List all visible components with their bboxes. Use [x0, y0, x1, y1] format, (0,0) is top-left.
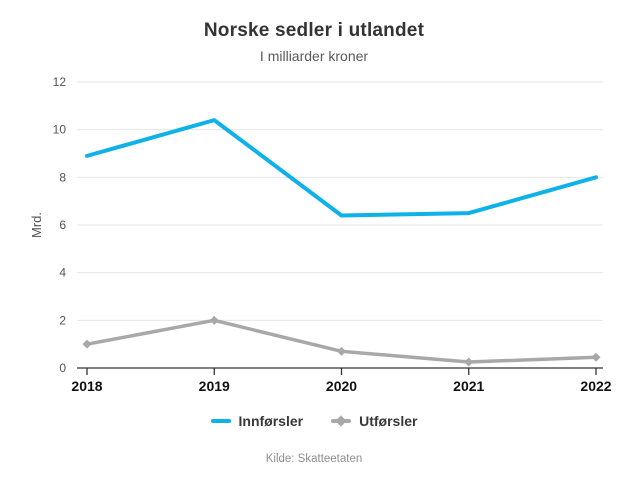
y-axis-tick-label: 2	[59, 313, 66, 327]
y-axis-tick-label: 10	[53, 123, 67, 137]
line-chart-plot-area: 0 2 4 6 8 10 12 2018 2019 2020 2021 2022 Mrd.	[29, 75, 612, 394]
diamond-marker-icon	[591, 352, 601, 362]
series-line-innførsler	[85, 118, 598, 218]
chart-title: Norske sedler i utlandet	[203, 20, 425, 41]
y-axis-tick-label: 8	[59, 170, 66, 184]
utforsler-line-swatch-icon	[331, 415, 352, 427]
chart-legend: Innførsler Utførsler	[0, 413, 628, 429]
diamond-marker-icon	[335, 415, 347, 427]
innforsler-line-swatch-icon	[210, 419, 231, 423]
legend-item-utforsler[interactable]: Utførsler	[331, 413, 417, 429]
x-axis-tick-label: 2020	[326, 378, 357, 394]
x-axis-tick-label: 2022	[580, 378, 611, 394]
legend-item-innforsler[interactable]: Innførsler	[210, 413, 304, 429]
source-credit: Kilde: Skatteetaten	[265, 453, 363, 465]
diamond-marker-icon	[464, 357, 474, 367]
y-axis-tick-label: 12	[53, 75, 67, 89]
y-axis-tick-label: 4	[59, 266, 66, 280]
x-axis-tick-label: 2021	[453, 378, 484, 394]
diamond-marker-icon	[209, 315, 219, 325]
diamond-marker-icon	[82, 339, 92, 349]
y-axis-title: Mrd.	[29, 212, 44, 238]
x-axis-tick-label: 2018	[71, 378, 102, 394]
diamond-marker-icon	[337, 346, 346, 356]
chart-subtitle: I milliarder kroner	[259, 48, 369, 64]
x-axis-tick-label: 2019	[199, 378, 230, 394]
y-axis-tick-label: 6	[59, 218, 66, 232]
legend-label-utforsler: Utførsler	[359, 413, 418, 429]
y-axis-tick-label: 0	[59, 361, 66, 375]
legend-label-innforsler: Innførsler	[238, 413, 304, 429]
